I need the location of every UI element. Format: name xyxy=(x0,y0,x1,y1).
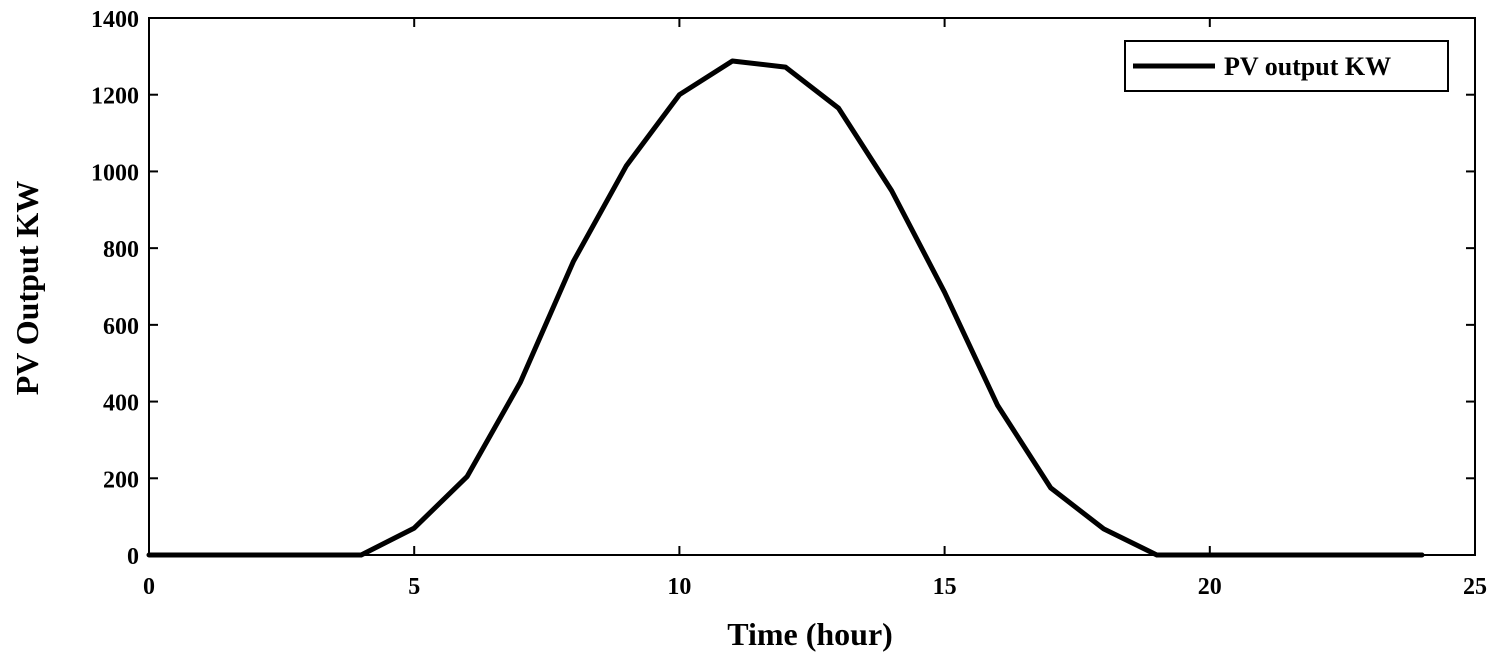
x-tick-label: 10 xyxy=(667,574,691,600)
y-tick-label: 1000 xyxy=(91,160,139,186)
x-tick-label: 15 xyxy=(933,574,957,600)
y-tick-label: 1200 xyxy=(91,84,139,110)
x-tick-label: 20 xyxy=(1198,574,1222,600)
x-tick-label: 25 xyxy=(1463,574,1487,600)
plot-border xyxy=(148,17,1476,556)
x-tick-label: 5 xyxy=(408,574,420,600)
y-tick-label: 600 xyxy=(103,314,139,340)
x-axis-ticks: 0 5 10 15 20 25 xyxy=(143,18,1487,600)
y-axis-title: PV Output KW xyxy=(9,181,45,396)
legend: PV output KW xyxy=(1124,40,1449,92)
y-tick-label: 800 xyxy=(103,237,139,263)
x-axis-title: Time (hour) xyxy=(727,616,893,652)
series-line-pv-output xyxy=(146,58,1425,558)
y-tick-label: 200 xyxy=(103,467,139,493)
y-tick-label: 0 xyxy=(127,544,139,570)
y-tick-label: 1400 xyxy=(91,7,139,33)
plot-area-frame xyxy=(148,17,1476,556)
legend-entry-label: PV output KW xyxy=(1224,52,1391,81)
series-layer xyxy=(146,58,1425,558)
x-tick-label: 0 xyxy=(143,574,155,600)
y-tick-label: 400 xyxy=(103,391,139,417)
